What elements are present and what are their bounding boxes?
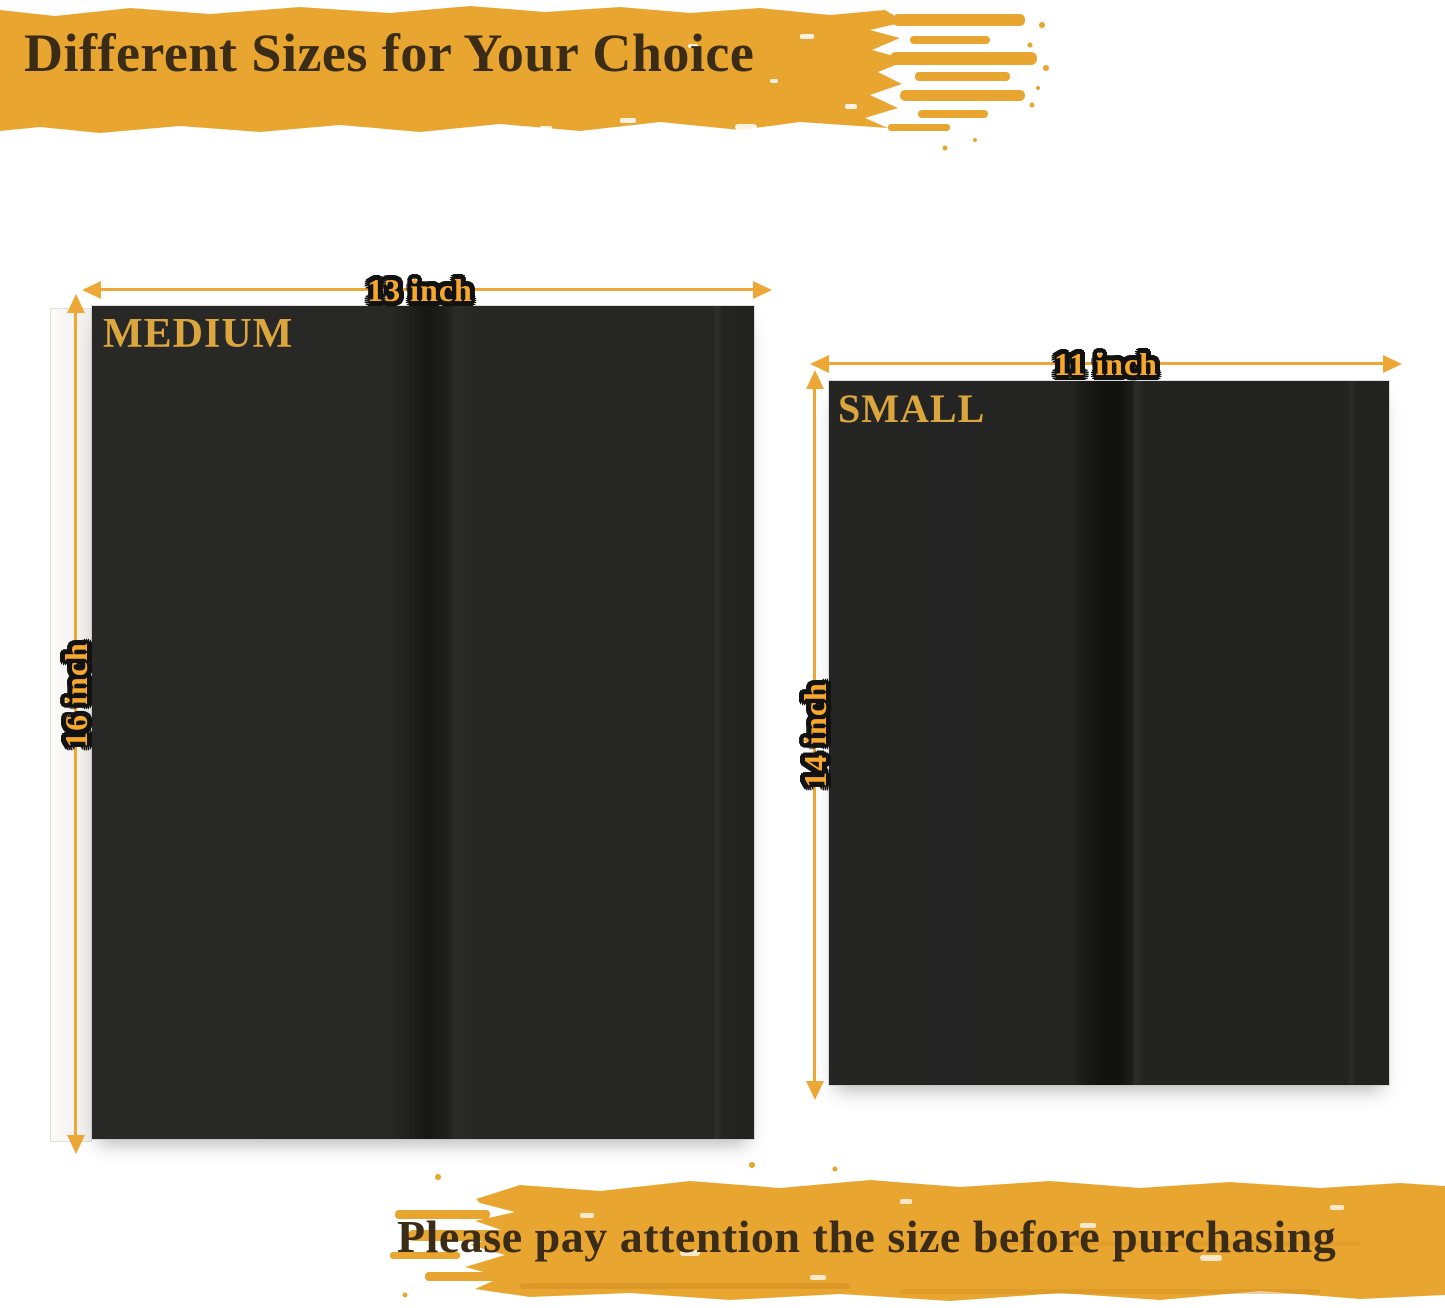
page-title: Different Sizes for Your Choice [24,23,755,83]
medium-width-arrow-icon [100,288,754,291]
footer-note: Please pay attention the size before pur… [397,1211,1337,1262]
medium-height-dimension: 16 inch [58,642,94,748]
medium-size-label: MEDIUM [103,311,294,357]
small-size-label: SMALL [838,386,986,431]
medium-height-arrow-icon [74,312,77,1136]
small-width-dimension: 11 inch [1054,346,1158,382]
medium-board: MEDIUM [92,306,754,1139]
small-width-arrow-icon [828,362,1384,365]
small-board: SMALL [829,381,1389,1085]
bottom-brush-stroke [390,1162,1445,1301]
small-height-dimension: 14 inch [797,682,833,788]
medium-width-dimension: 13 inch [367,272,473,308]
small-height-arrow-icon [813,388,816,1082]
top-brush-stroke [0,6,1049,151]
medium-backing-sheet [50,308,92,1142]
